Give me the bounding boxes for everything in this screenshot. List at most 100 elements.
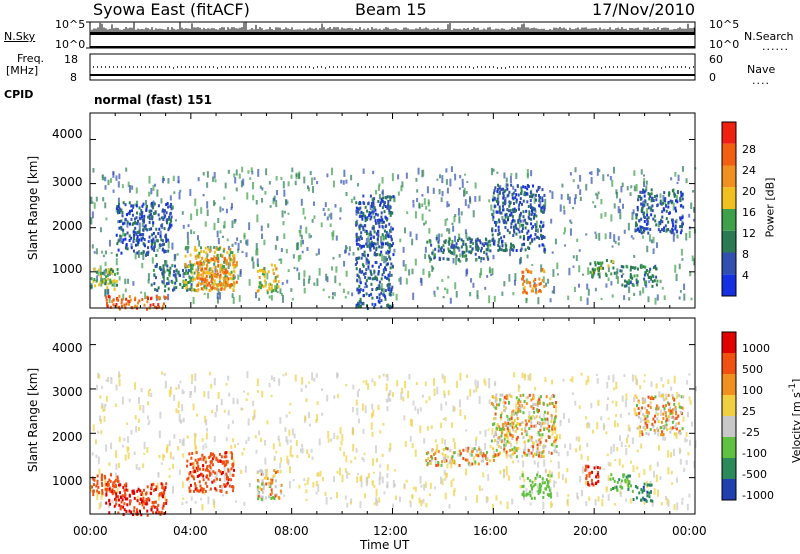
region-3-cell <box>273 469 276 473</box>
region-5-cell <box>220 263 223 267</box>
region-12-cell <box>655 267 658 271</box>
region-4-cell <box>195 248 198 252</box>
scatter-cell <box>551 503 554 507</box>
region-9-cell <box>532 225 535 229</box>
scatter-cell <box>98 502 101 510</box>
region-10-cell <box>530 270 533 274</box>
scatter-cell <box>128 185 131 193</box>
region-2-cell <box>161 243 164 247</box>
region-7-cell <box>369 237 372 241</box>
scatter-cell <box>141 262 144 269</box>
scatter-cell <box>350 460 353 464</box>
region-7-cell <box>358 300 361 304</box>
scatter-cell <box>585 501 588 507</box>
region-5-cell <box>224 280 227 284</box>
region-10-cell <box>674 425 677 429</box>
scatter-cell <box>363 493 366 499</box>
region-1-cell <box>145 497 148 501</box>
region-13-cell <box>679 204 682 208</box>
region-4-cell <box>188 275 191 279</box>
noise-sky-trace <box>89 22 695 32</box>
region-5-cell <box>545 395 548 399</box>
region-1-cell <box>146 300 149 304</box>
scatter-cell <box>190 496 193 501</box>
region-11-cell <box>613 271 616 275</box>
region-5-cell <box>548 402 551 406</box>
region-7-cell <box>371 198 374 202</box>
region-9-cell <box>524 226 527 230</box>
scatter-cell <box>305 498 308 502</box>
region-1-cell <box>106 487 109 491</box>
region-4-cell <box>220 285 223 289</box>
scatter-cell <box>313 177 316 181</box>
scatter-cell <box>162 175 165 180</box>
region-2-cell <box>186 477 189 481</box>
region-7-cell <box>377 270 380 274</box>
scatter-cell <box>278 258 281 261</box>
scatter-cell <box>465 190 468 195</box>
region-9-cell <box>531 206 534 210</box>
scatter-cell <box>469 292 472 297</box>
region-5-cell <box>504 422 507 426</box>
region-7-cell <box>373 197 376 201</box>
scatter-cell <box>305 398 308 403</box>
region-7-cell <box>364 214 367 218</box>
scatter-cell <box>655 383 658 389</box>
region-9-cell <box>642 485 645 489</box>
region-4-cell <box>204 271 207 275</box>
scatter-cell <box>421 394 424 398</box>
region-1-cell <box>144 502 147 506</box>
region-8-cell <box>618 478 621 482</box>
scatter-cell <box>204 456 207 463</box>
region-5-cell <box>215 256 218 260</box>
region-6-cell <box>272 268 275 272</box>
region-3-cell <box>157 286 160 290</box>
scatter-cell <box>192 403 195 411</box>
region-9-cell <box>506 228 509 232</box>
region-7-cell <box>378 245 381 249</box>
scatter-cell <box>568 267 571 276</box>
region-6-cell <box>531 487 534 491</box>
region-0-cell <box>116 283 119 287</box>
scatter-cell <box>524 444 527 451</box>
scatter-cell <box>656 294 659 301</box>
scatter-cell <box>193 461 196 468</box>
scatter-cell <box>91 452 94 456</box>
scatter-cell <box>111 499 114 504</box>
region-2-cell <box>157 232 160 236</box>
region-2-cell <box>206 484 209 488</box>
region-5-cell <box>538 451 541 455</box>
region-4-cell <box>471 462 474 466</box>
region-13-cell <box>657 228 660 232</box>
region-4-cell <box>201 287 204 291</box>
scatter-cell <box>631 374 634 382</box>
scatter-cell <box>327 438 330 443</box>
region-13-cell <box>643 211 646 215</box>
region-6-cell <box>275 286 278 290</box>
scatter-cell <box>144 292 147 300</box>
region-2-cell <box>139 212 142 216</box>
region-8-cell <box>627 486 630 490</box>
region-7-cell <box>384 275 387 279</box>
region-1-cell <box>105 482 108 486</box>
scatter-cell <box>342 288 345 294</box>
region-9-cell <box>506 208 509 212</box>
region-2-cell <box>214 487 217 491</box>
scatter-cell <box>672 202 675 211</box>
scatter-cell <box>605 283 608 288</box>
region-8-cell <box>442 250 445 254</box>
region-13-cell <box>673 194 676 198</box>
region-4-cell <box>443 459 446 463</box>
region-8-cell <box>613 486 616 490</box>
region-3-cell <box>181 268 184 272</box>
scatter-cell <box>446 201 449 208</box>
region-9-cell <box>530 217 533 221</box>
region-9-cell <box>495 199 498 203</box>
scatter-cell <box>110 378 113 384</box>
region-13-cell <box>634 229 637 233</box>
region-4-cell <box>191 263 194 267</box>
scatter-cell <box>491 503 494 510</box>
scatter-cell <box>573 197 576 205</box>
scatter-cell <box>290 288 293 292</box>
region-5-cell <box>518 404 521 408</box>
